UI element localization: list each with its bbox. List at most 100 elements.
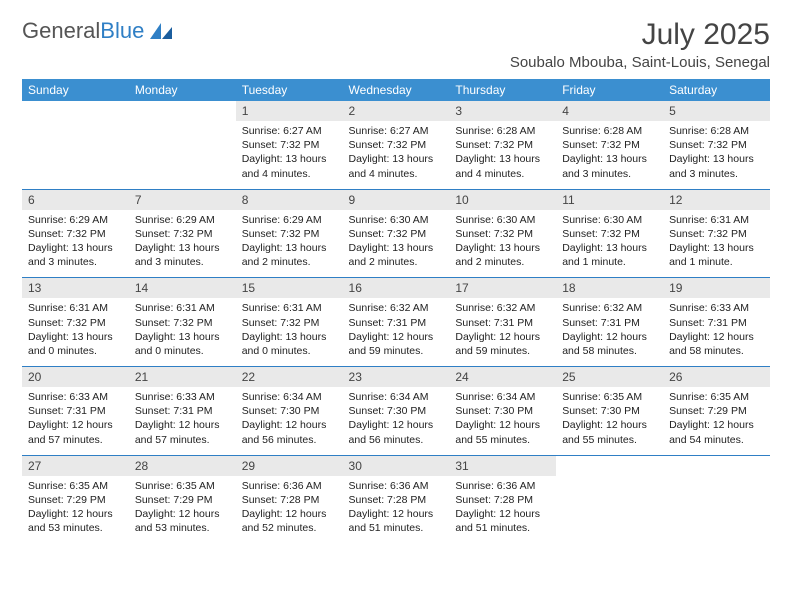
week1-content: Sunrise: 6:27 AMSunset: 7:32 PMDaylight:…	[22, 121, 770, 189]
sunset: Sunset: 7:32 PM	[669, 227, 764, 241]
sunrise: Sunrise: 6:30 AM	[455, 213, 550, 227]
sunrise: Sunrise: 6:33 AM	[669, 301, 764, 315]
day-cell: Sunrise: 6:31 AMSunset: 7:32 PMDaylight:…	[22, 298, 129, 366]
sunrise: Sunrise: 6:35 AM	[669, 390, 764, 404]
daynum: 25	[556, 367, 663, 388]
logo-sail-icon	[148, 21, 174, 41]
week4-nums: 20 21 22 23 24 25 26	[22, 367, 770, 388]
day-cell: Sunrise: 6:34 AMSunset: 7:30 PMDaylight:…	[343, 387, 450, 455]
sunrise: Sunrise: 6:32 AM	[562, 301, 657, 315]
daylight: Daylight: 12 hours and 59 minutes.	[455, 330, 550, 358]
daynum: 14	[129, 278, 236, 299]
sunrise: Sunrise: 6:31 AM	[28, 301, 123, 315]
daynum: 11	[556, 189, 663, 210]
sunrise: Sunrise: 6:31 AM	[242, 301, 337, 315]
sunset: Sunset: 7:28 PM	[455, 493, 550, 507]
daynum: 17	[449, 278, 556, 299]
calendar-table: Sunday Monday Tuesday Wednesday Thursday…	[22, 79, 770, 543]
sunset: Sunset: 7:32 PM	[455, 227, 550, 241]
sunrise: Sunrise: 6:29 AM	[242, 213, 337, 227]
sunset: Sunset: 7:31 PM	[562, 316, 657, 330]
day-cell: Sunrise: 6:29 AMSunset: 7:32 PMDaylight:…	[236, 210, 343, 278]
sunset: Sunset: 7:29 PM	[135, 493, 230, 507]
day-cell: Sunrise: 6:27 AMSunset: 7:32 PMDaylight:…	[343, 121, 450, 189]
daylight: Daylight: 13 hours and 3 minutes.	[669, 152, 764, 180]
daynum: 21	[129, 367, 236, 388]
sunrise: Sunrise: 6:30 AM	[562, 213, 657, 227]
sunset: Sunset: 7:32 PM	[28, 316, 123, 330]
daylight: Daylight: 12 hours and 51 minutes.	[349, 507, 444, 535]
sunset: Sunset: 7:30 PM	[349, 404, 444, 418]
header: GeneralBlue July 2025 Soubalo Mbouba, Sa…	[22, 18, 770, 71]
daylight: Daylight: 12 hours and 54 minutes.	[669, 418, 764, 446]
daylight: Daylight: 12 hours and 53 minutes.	[28, 507, 123, 535]
day-cell: Sunrise: 6:31 AMSunset: 7:32 PMDaylight:…	[236, 298, 343, 366]
sunset: Sunset: 7:32 PM	[455, 138, 550, 152]
title-block: July 2025 Soubalo Mbouba, Saint-Louis, S…	[510, 18, 770, 71]
sunset: Sunset: 7:32 PM	[349, 227, 444, 241]
daylight: Daylight: 12 hours and 55 minutes.	[455, 418, 550, 446]
sunset: Sunset: 7:32 PM	[135, 227, 230, 241]
sunrise: Sunrise: 6:28 AM	[562, 124, 657, 138]
day-cell: Sunrise: 6:35 AMSunset: 7:29 PMDaylight:…	[663, 387, 770, 455]
sunset: Sunset: 7:32 PM	[28, 227, 123, 241]
sunrise: Sunrise: 6:29 AM	[135, 213, 230, 227]
daynum: 23	[343, 367, 450, 388]
daynum: 28	[129, 455, 236, 476]
daynum: 27	[22, 455, 129, 476]
sunset: Sunset: 7:30 PM	[562, 404, 657, 418]
day-cell: Sunrise: 6:30 AMSunset: 7:32 PMDaylight:…	[343, 210, 450, 278]
daylight: Daylight: 12 hours and 59 minutes.	[349, 330, 444, 358]
sunrise: Sunrise: 6:34 AM	[455, 390, 550, 404]
sunrise: Sunrise: 6:33 AM	[135, 390, 230, 404]
day-header-row: Sunday Monday Tuesday Wednesday Thursday…	[22, 79, 770, 101]
daylight: Daylight: 12 hours and 55 minutes.	[562, 418, 657, 446]
dayhead-fri: Friday	[556, 79, 663, 101]
day-cell: Sunrise: 6:28 AMSunset: 7:32 PMDaylight:…	[449, 121, 556, 189]
daylight: Daylight: 12 hours and 52 minutes.	[242, 507, 337, 535]
sunrise: Sunrise: 6:34 AM	[349, 390, 444, 404]
day-cell: Sunrise: 6:28 AMSunset: 7:32 PMDaylight:…	[556, 121, 663, 189]
sunrise: Sunrise: 6:28 AM	[669, 124, 764, 138]
sunrise: Sunrise: 6:31 AM	[135, 301, 230, 315]
sunset: Sunset: 7:32 PM	[242, 138, 337, 152]
daynum: 15	[236, 278, 343, 299]
daylight: Daylight: 13 hours and 1 minute.	[562, 241, 657, 269]
day-cell: Sunrise: 6:34 AMSunset: 7:30 PMDaylight:…	[236, 387, 343, 455]
daynum: 12	[663, 189, 770, 210]
daylight: Daylight: 12 hours and 57 minutes.	[28, 418, 123, 446]
week1-nums: 1 2 3 4 5	[22, 101, 770, 121]
sunset: Sunset: 7:31 PM	[455, 316, 550, 330]
day-cell: Sunrise: 6:33 AMSunset: 7:31 PMDaylight:…	[129, 387, 236, 455]
sunrise: Sunrise: 6:35 AM	[135, 479, 230, 493]
daynum: 22	[236, 367, 343, 388]
daylight: Daylight: 13 hours and 3 minutes.	[135, 241, 230, 269]
daylight: Daylight: 12 hours and 51 minutes.	[455, 507, 550, 535]
day-cell: Sunrise: 6:36 AMSunset: 7:28 PMDaylight:…	[449, 476, 556, 544]
daynum: 26	[663, 367, 770, 388]
sunset: Sunset: 7:31 PM	[349, 316, 444, 330]
daylight: Daylight: 13 hours and 0 minutes.	[242, 330, 337, 358]
day-cell	[129, 121, 236, 189]
dayhead-thu: Thursday	[449, 79, 556, 101]
sunset: Sunset: 7:32 PM	[669, 138, 764, 152]
daylight: Daylight: 13 hours and 1 minute.	[669, 241, 764, 269]
daylight: Daylight: 13 hours and 2 minutes.	[242, 241, 337, 269]
day-cell: Sunrise: 6:36 AMSunset: 7:28 PMDaylight:…	[236, 476, 343, 544]
sunset: Sunset: 7:32 PM	[242, 227, 337, 241]
sunrise: Sunrise: 6:36 AM	[455, 479, 550, 493]
daylight: Daylight: 13 hours and 4 minutes.	[455, 152, 550, 180]
day-cell: Sunrise: 6:33 AMSunset: 7:31 PMDaylight:…	[663, 298, 770, 366]
sunrise: Sunrise: 6:35 AM	[28, 479, 123, 493]
day-cell: Sunrise: 6:35 AMSunset: 7:29 PMDaylight:…	[129, 476, 236, 544]
sunset: Sunset: 7:30 PM	[455, 404, 550, 418]
daynum: 24	[449, 367, 556, 388]
daynum: 2	[343, 101, 450, 121]
daynum: 6	[22, 189, 129, 210]
sunset: Sunset: 7:31 PM	[135, 404, 230, 418]
logo-text-blue: Blue	[100, 18, 144, 44]
week4-content: Sunrise: 6:33 AMSunset: 7:31 PM Daylight:…	[22, 387, 770, 455]
day-cell: Sunrise: 6:32 AMSunset: 7:31 PMDaylight:…	[556, 298, 663, 366]
sunrise: Sunrise: 6:35 AM	[562, 390, 657, 404]
daynum: 3	[449, 101, 556, 121]
